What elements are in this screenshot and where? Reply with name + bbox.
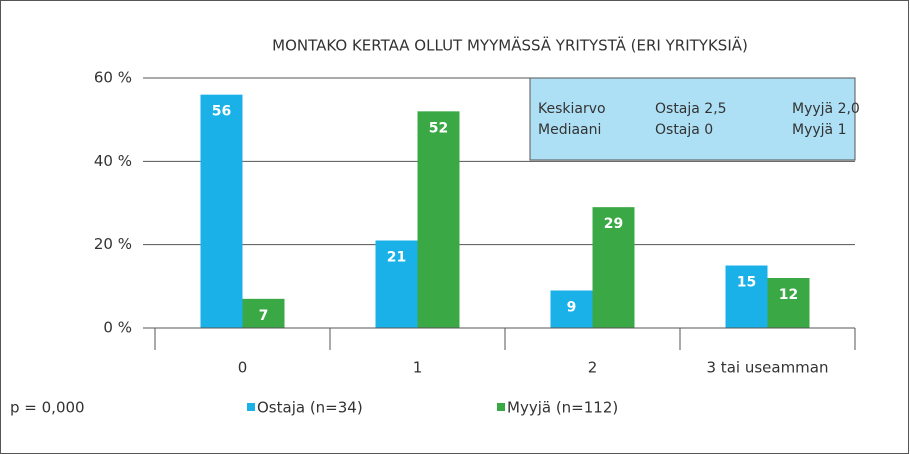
bar (725, 265, 768, 328)
y-tick-label: 0 % (103, 319, 132, 337)
data-label: 7 (259, 308, 269, 324)
x-tick-label: 2 (588, 359, 598, 377)
data-label: 21 (387, 250, 406, 266)
chart-title: MONTAKO KERTAA OLLUT MYYMÄSSÄ YRITYSTÄ (… (272, 36, 748, 55)
stats-text: Mediaani (538, 122, 601, 138)
bar (550, 290, 593, 328)
data-label: 12 (779, 287, 798, 303)
x-tick-label: 0 (238, 359, 248, 377)
note: p = 0,000 (10, 399, 85, 417)
stats-box (529, 77, 856, 161)
x-tick-label: 1 (413, 359, 423, 377)
data-label: 52 (429, 120, 448, 136)
data-label: 15 (737, 275, 756, 291)
bar (417, 111, 460, 328)
y-tick-label: 40 % (94, 152, 132, 170)
bar (242, 298, 285, 328)
legend-swatch (497, 403, 505, 411)
bar (200, 94, 243, 329)
data-label: 29 (604, 216, 623, 232)
bar (767, 278, 810, 328)
stats-text: Myyjä 1 (792, 122, 846, 138)
x-tick-label: 3 tai useamman (707, 359, 829, 377)
legend-swatch (247, 403, 255, 411)
legend-label: Myyjä (n=112) (507, 399, 618, 417)
stats-text: Myyjä 2,0 (792, 101, 860, 117)
stats-text: Keskiarvo (538, 101, 606, 117)
legend-label: Ostaja (n=34) (257, 399, 363, 417)
y-tick-label: 20 % (94, 235, 132, 253)
data-label: 9 (567, 300, 577, 316)
data-label: 56 (212, 104, 231, 120)
y-tick-label: 60 % (94, 69, 132, 87)
stats-text: Ostaja 2,5 (655, 101, 727, 117)
stats-text: Ostaja 0 (655, 122, 713, 138)
bar (375, 240, 418, 328)
bar (592, 207, 635, 328)
